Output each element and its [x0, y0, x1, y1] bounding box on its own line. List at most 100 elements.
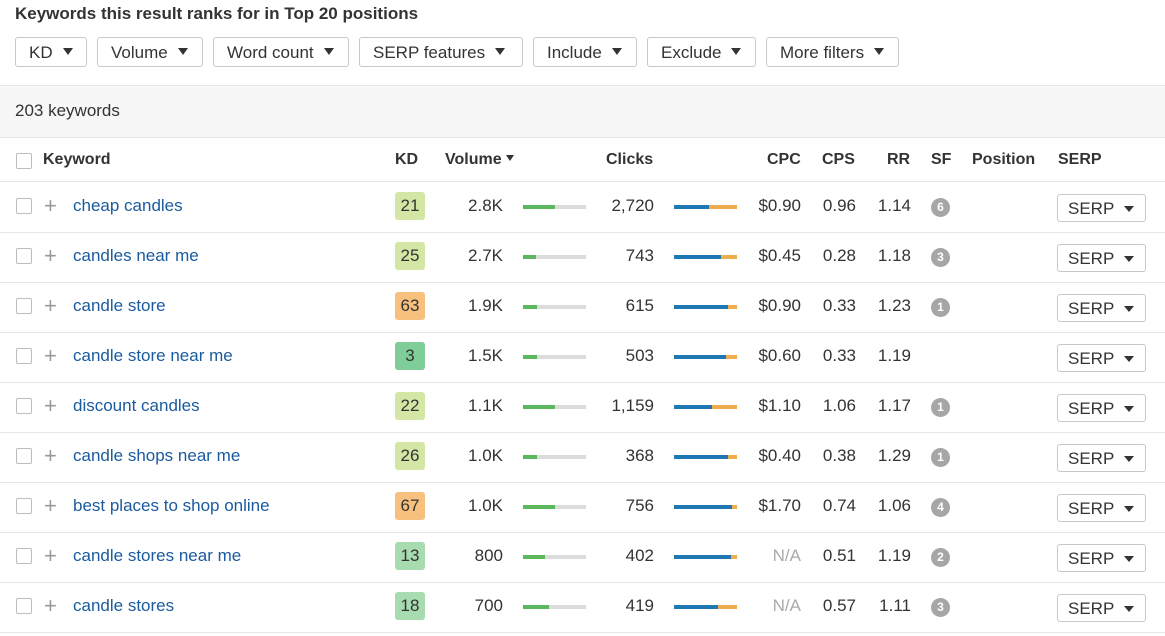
volume-bar [523, 555, 586, 559]
row-checkbox[interactable] [16, 548, 32, 564]
filter-serp-features-button[interactable]: SERP features [359, 37, 523, 67]
volume-value: 2.7K [468, 246, 503, 265]
clicks-bar-fill [674, 505, 732, 509]
add-to-list-icon[interactable]: + [44, 443, 57, 468]
kd-badge: 67 [395, 492, 425, 520]
col-rr[interactable]: RR [887, 151, 911, 168]
caret-down-icon [1124, 256, 1134, 262]
col-keyword[interactable]: Keyword [43, 151, 111, 168]
add-to-list-icon[interactable]: + [44, 493, 57, 518]
serp-features-badge[interactable]: 1 [931, 448, 950, 467]
serp-features-badge[interactable]: 4 [931, 498, 950, 517]
add-to-list-icon[interactable]: + [44, 543, 57, 568]
keyword-link[interactable]: candle store [73, 296, 166, 315]
serp-label: SERP [1068, 599, 1115, 618]
row-checkbox[interactable] [16, 498, 32, 514]
volume-bar [523, 605, 586, 609]
col-sf[interactable]: SF [931, 151, 952, 168]
col-serp: SERP [1058, 151, 1102, 168]
volume-bar-fill [523, 355, 537, 359]
serp-dropdown-button[interactable]: SERP [1057, 594, 1146, 622]
serp-label: SERP [1068, 299, 1115, 318]
serp-label: SERP [1068, 549, 1115, 568]
select-all-checkbox[interactable] [16, 153, 32, 169]
add-to-list-icon[interactable]: + [44, 293, 57, 318]
rr-value: 1.06 [877, 496, 911, 515]
serp-features-badge[interactable]: 1 [931, 398, 950, 417]
serp-features-badge[interactable]: 2 [931, 548, 950, 567]
add-to-list-icon[interactable]: + [44, 193, 57, 218]
serp-dropdown-button[interactable]: SERP [1057, 194, 1146, 222]
serp-features-badge[interactable]: 3 [931, 248, 950, 267]
serp-label: SERP [1068, 449, 1115, 468]
table-row: + cheap candles 21 2.8K 2,720 $0.90 0.96… [0, 182, 1165, 233]
serp-features-badge[interactable]: 6 [931, 198, 950, 217]
col-cpc[interactable]: CPC [767, 151, 801, 168]
serp-features-badge[interactable]: 1 [931, 298, 950, 317]
row-checkbox[interactable] [16, 248, 32, 264]
add-to-list-icon[interactable]: + [44, 593, 57, 618]
keyword-link[interactable]: candle stores [73, 596, 175, 615]
filter-include-button[interactable]: Include [533, 37, 637, 67]
col-cps[interactable]: CPS [822, 151, 855, 168]
caret-down-icon [1124, 206, 1134, 212]
col-clicks[interactable]: Clicks [606, 151, 654, 168]
volume-value: 800 [474, 546, 503, 565]
cps-value: 0.51 [822, 546, 856, 565]
caret-down-icon [1124, 606, 1134, 612]
add-to-list-icon[interactable]: + [44, 393, 57, 418]
serp-dropdown-button[interactable]: SERP [1057, 544, 1146, 572]
caret-down-icon [1124, 456, 1134, 462]
serp-dropdown-button[interactable]: SERP [1057, 494, 1146, 522]
filter-more-filters-button[interactable]: More filters [766, 37, 899, 67]
volume-bar [523, 505, 586, 509]
filter-word-count-button[interactable]: Word count [213, 37, 349, 67]
keyword-link[interactable]: candles near me [73, 246, 199, 265]
add-to-list-icon[interactable]: + [44, 343, 57, 368]
keyword-link[interactable]: candle stores near me [73, 546, 242, 565]
keyword-link[interactable]: discount candles [73, 396, 200, 415]
col-position[interactable]: Position [972, 151, 1036, 168]
clicks-bar [674, 355, 737, 359]
filter-label: More filters [780, 43, 865, 62]
volume-bar [523, 455, 586, 459]
serp-dropdown-button[interactable]: SERP [1057, 244, 1146, 272]
volume-bar-fill [523, 505, 555, 509]
serp-label: SERP [1068, 349, 1115, 368]
cps-value: 0.57 [822, 596, 856, 615]
sort-desc-icon [505, 155, 514, 161]
clicks-value: 419 [625, 596, 654, 615]
kd-badge: 3 [395, 342, 425, 370]
serp-dropdown-button[interactable]: SERP [1057, 444, 1146, 472]
col-kd[interactable]: KD [395, 151, 419, 168]
keyword-link[interactable]: best places to shop online [73, 496, 270, 515]
row-checkbox[interactable] [16, 398, 32, 414]
cps-value: 0.33 [822, 296, 856, 315]
serp-dropdown-button[interactable]: SERP [1057, 294, 1146, 322]
col-volume[interactable]: Volume [445, 151, 514, 169]
row-checkbox[interactable] [16, 598, 32, 614]
filter-volume-button[interactable]: Volume [97, 37, 203, 67]
row-checkbox[interactable] [16, 348, 32, 364]
keyword-link[interactable]: candle shops near me [73, 446, 241, 465]
table-row: + best places to shop online 67 1.0K 756… [0, 482, 1165, 533]
filter-kd-button[interactable]: KD [15, 37, 87, 67]
volume-bar-fill [523, 305, 537, 309]
row-checkbox[interactable] [16, 198, 32, 214]
row-checkbox[interactable] [16, 448, 32, 464]
caret-down-icon [1124, 356, 1134, 362]
clicks-bar [674, 305, 737, 309]
serp-dropdown-button[interactable]: SERP [1057, 394, 1146, 422]
filter-label: Include [547, 43, 602, 62]
row-checkbox[interactable] [16, 298, 32, 314]
caret-down-icon [495, 48, 506, 56]
serp-dropdown-button[interactable]: SERP [1057, 344, 1146, 372]
keyword-count-bar: 203 keywords [0, 85, 1165, 138]
volume-bar [523, 205, 586, 209]
keyword-link[interactable]: candle store near me [73, 346, 233, 365]
clicks-bar [674, 455, 737, 459]
keyword-link[interactable]: cheap candles [73, 196, 183, 215]
serp-features-badge[interactable]: 3 [931, 598, 950, 617]
filter-exclude-button[interactable]: Exclude [647, 37, 756, 67]
add-to-list-icon[interactable]: + [44, 243, 57, 268]
